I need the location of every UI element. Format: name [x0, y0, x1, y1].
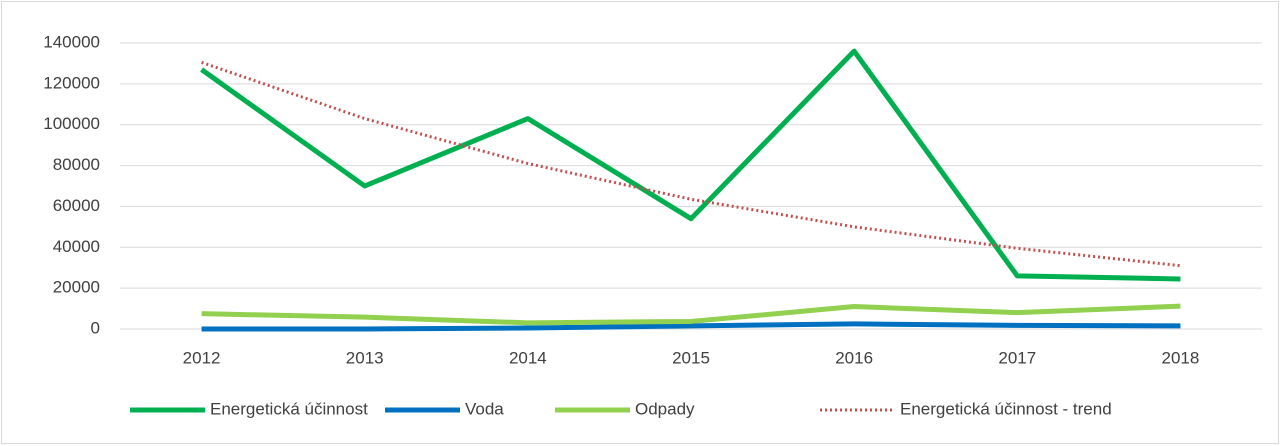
x-tick-label: 2018 — [1162, 348, 1200, 367]
series-line — [200, 48, 1181, 282]
y-tick-label: 100000 — [43, 114, 100, 133]
y-tick-label: 20000 — [53, 278, 100, 297]
legend-label: Voda — [465, 399, 504, 418]
y-tick-label: 140000 — [43, 32, 100, 51]
y-tick-label: 0 — [91, 318, 100, 337]
legend-label: Energetická účinnost - trend — [900, 399, 1112, 418]
x-tick-label: 2016 — [835, 348, 873, 367]
x-tick-label: 2015 — [672, 348, 710, 367]
legend-label: Energetická účinnost — [210, 399, 368, 418]
y-tick-label: 60000 — [53, 196, 100, 215]
legend-label: Odpady — [635, 399, 695, 418]
x-tick-label: 2014 — [509, 348, 547, 367]
y-tick-label: 80000 — [53, 155, 100, 174]
series-line — [201, 303, 1181, 326]
x-tick-label: 2013 — [346, 348, 384, 367]
y-tick-label: 40000 — [53, 237, 100, 256]
y-tick-label: 120000 — [43, 73, 100, 92]
x-tick-label: 2017 — [998, 348, 1036, 367]
x-tick-label: 2012 — [183, 348, 221, 367]
series-line — [201, 321, 1181, 332]
